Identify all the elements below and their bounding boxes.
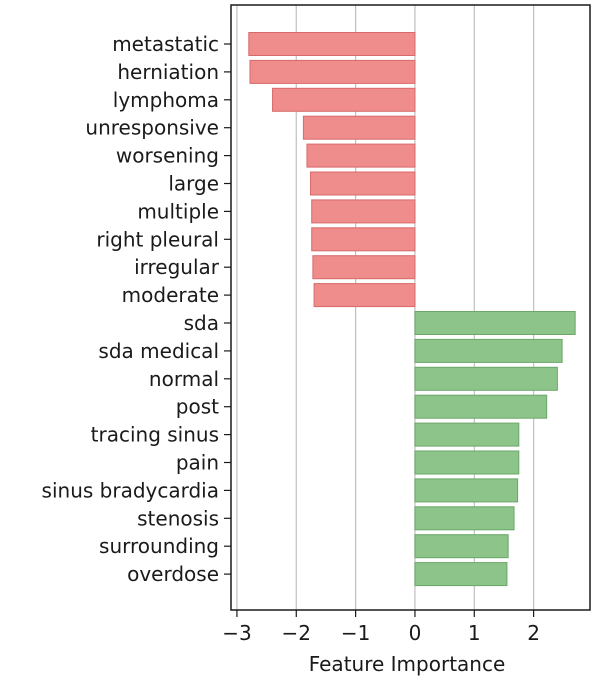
category-label: overdose xyxy=(127,562,219,586)
category-label: pain xyxy=(176,451,219,475)
x-tick-label: −1 xyxy=(341,621,370,645)
bar xyxy=(414,394,548,419)
x-tick-label: −2 xyxy=(282,621,311,645)
category-labels: metastatic herniation lymphoma unresponsive… xyxy=(42,32,231,586)
bar xyxy=(311,227,416,252)
bar xyxy=(414,366,558,391)
category-label: irregular xyxy=(134,255,220,279)
bar xyxy=(249,59,416,84)
bar xyxy=(313,283,416,308)
bar xyxy=(311,199,416,224)
category-label: right pleural xyxy=(96,227,219,251)
x-tick-label: 1 xyxy=(468,621,481,645)
category-label: worsening xyxy=(116,144,219,168)
category-label: sda medical xyxy=(98,339,219,363)
bar xyxy=(306,143,416,168)
x-tick-label: 2 xyxy=(527,621,540,645)
bar xyxy=(272,87,416,112)
bar xyxy=(302,115,416,140)
bars xyxy=(248,32,576,587)
bar xyxy=(248,32,416,56)
bar xyxy=(414,422,520,447)
category-label: surrounding xyxy=(99,534,219,558)
category-label: multiple xyxy=(137,199,219,223)
category-label: lymphoma xyxy=(113,88,219,112)
category-label: tracing sinus xyxy=(91,423,219,447)
category-label: herniation xyxy=(117,60,219,84)
category-label: large xyxy=(168,172,219,196)
bar xyxy=(414,562,508,587)
bar xyxy=(414,478,519,503)
bar xyxy=(414,450,520,475)
bar xyxy=(414,506,515,531)
plot-frame xyxy=(230,4,591,611)
category-label: sinus bradycardia xyxy=(42,478,219,502)
category-label: unresponsive xyxy=(85,116,219,140)
x-tick-label: 0 xyxy=(409,621,422,645)
x-axis-ticks: −3 −2 −1 0 1 2 xyxy=(222,610,540,645)
bar xyxy=(312,255,416,280)
x-tick-label: −3 xyxy=(222,621,251,645)
bar xyxy=(414,534,509,559)
category-label: stenosis xyxy=(137,506,219,530)
category-label: moderate xyxy=(122,283,219,307)
category-label: normal xyxy=(149,367,219,391)
x-axis-title: Feature Importance xyxy=(309,652,506,676)
category-label: sda xyxy=(184,311,219,335)
bar xyxy=(414,338,563,363)
bar xyxy=(310,171,416,196)
category-label: metastatic xyxy=(112,32,219,56)
category-label: post xyxy=(176,395,219,419)
bar xyxy=(414,311,576,335)
